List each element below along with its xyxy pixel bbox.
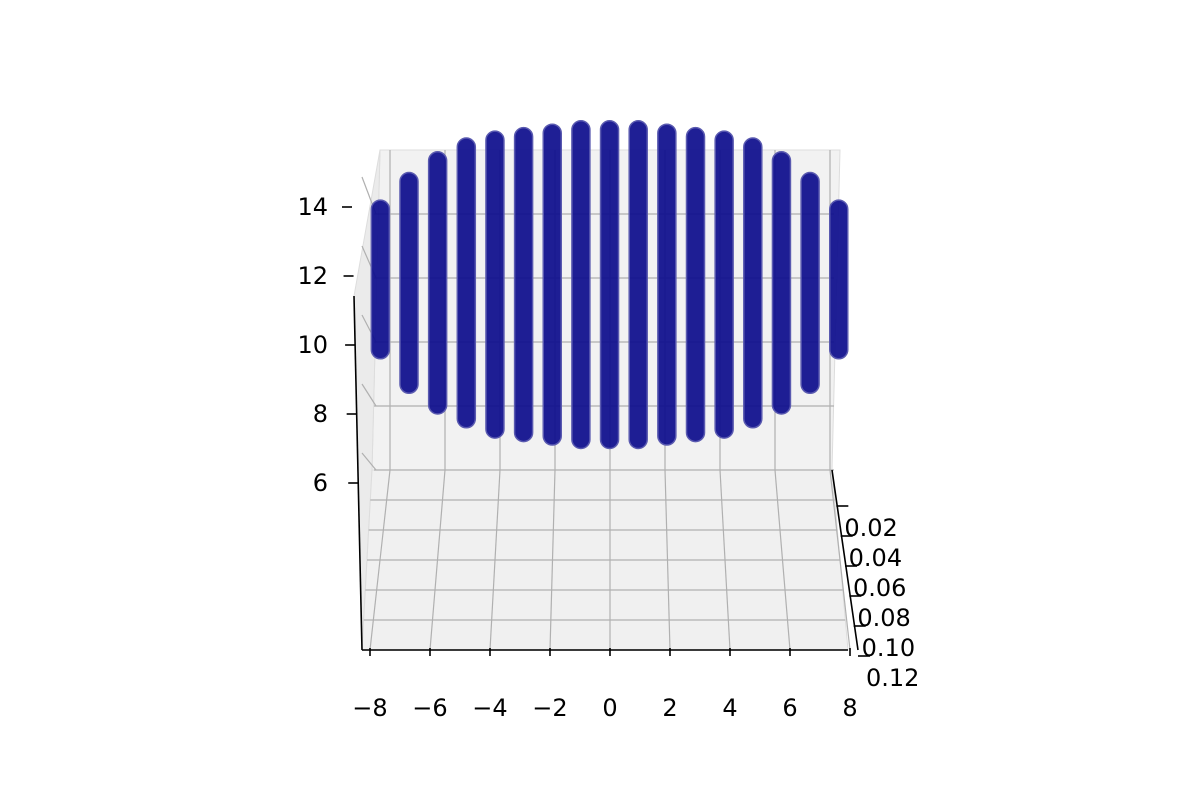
y-tick-label: 0.08 [857,604,910,632]
scatter-column-15 [800,171,820,395]
x-axis-ticks: −8 −6 −4 −2 0 2 4 6 8 [352,648,858,722]
scatter-column-0 [370,199,391,360]
grid-line-z-side [361,452,377,471]
scatter-column-9 [628,120,648,450]
z-tick-label: 6 [313,469,328,497]
scatter-column-12 [714,130,734,439]
scatter-column-body [628,120,648,450]
scatter-column-body [456,137,477,429]
data-columns [370,120,849,450]
scatter-column-body [485,130,505,439]
scatter-column-5 [513,126,534,443]
scatter-column-body [513,126,534,443]
y-tick-label: 0.10 [862,634,915,662]
scatter-column-4 [485,130,505,439]
scatter-column-2 [427,151,448,415]
scatter-column-body [685,126,706,443]
x-tick-label: 2 [662,694,677,722]
scatter-column-body [771,151,792,415]
z-tick-label: 12 [297,262,328,290]
x-tick-label: −8 [352,694,387,722]
z-axis-ticks: 6 8 10 12 14 [297,193,359,497]
scatter-column-1 [399,171,419,395]
x-tick-label: 0 [602,694,617,722]
scatter-column-7 [571,120,591,450]
scatter-column-body [542,123,562,446]
scatter-column-8 [599,120,620,450]
scatter-column-6 [542,123,562,446]
grid-line-z-side [361,383,377,407]
y-tick-label: 0.04 [849,544,902,572]
y-axis-ticks: 0.020.040.060.080.100.12 [836,505,919,692]
scatter-column-16 [829,199,849,360]
scatter-column-body [829,199,849,360]
scatter-column-11 [685,126,706,443]
scatter-column-body [370,199,391,360]
x-tick-label: 4 [722,694,737,722]
scatter-column-body [399,171,419,395]
y-tick-label: 0.06 [853,574,906,602]
scatter-column-body [427,151,448,415]
scatter-column-body [657,123,677,446]
x-tick-label: −2 [532,694,567,722]
z-tick-label: 10 [297,331,328,359]
scatter-column-13 [743,137,763,429]
scatter-column-body [714,130,734,439]
scatter-column-body [743,137,763,429]
y-axis-line [831,469,859,651]
y-tick-label: 0.12 [866,664,919,692]
scatter-column-body [599,120,620,450]
z-tick-label: 8 [313,400,328,428]
z-tick-label: 14 [297,193,328,221]
scatter-column-body [800,171,820,395]
scatter-column-14 [771,151,792,415]
x-tick-label: 6 [782,694,797,722]
scatter-column-body [571,120,591,450]
axis-lines [353,295,859,651]
x-tick-label: −6 [412,694,447,722]
y-tick-label: 0.02 [844,514,897,542]
z-axis-line [353,295,363,651]
scatter-column-10 [657,123,677,446]
x-tick-label: 8 [842,694,857,722]
x-tick-label: −4 [472,694,507,722]
scatter-column-3 [456,137,477,429]
